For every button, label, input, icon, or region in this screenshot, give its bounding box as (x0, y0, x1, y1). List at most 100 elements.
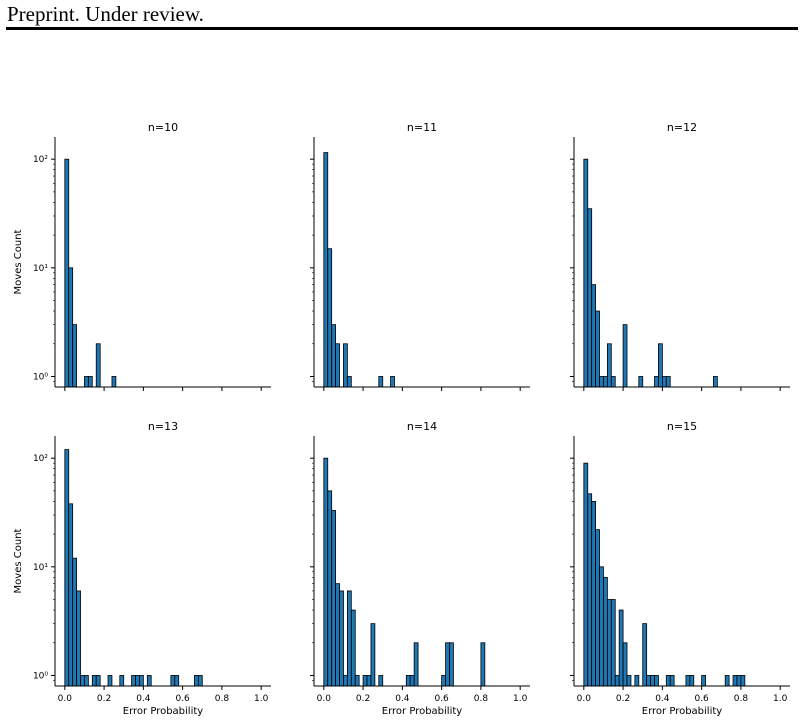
histogram-bar (119, 675, 125, 687)
histogram-bar (480, 642, 486, 687)
histogram-bar (638, 376, 644, 388)
histogram-bar (413, 642, 419, 687)
y-tick-label: 10⁰ (33, 671, 48, 681)
x-tick-label: 0.8 (474, 694, 489, 704)
histogram-bar (95, 675, 101, 687)
histogram-bar (606, 343, 612, 388)
histogram-bar (646, 675, 651, 687)
panel-title: n=12 (667, 121, 697, 134)
histogram-bar (622, 642, 628, 687)
histogram-bar (599, 376, 604, 388)
histogram-bar (327, 490, 333, 687)
histogram-bar (139, 675, 144, 687)
histogram-bar (331, 510, 337, 687)
y-axis-label: Moves Count (13, 528, 24, 593)
panel-n-14: n=14 0.0 0.2 0.4 0.6 0.8 1.0 Error Probability (310, 420, 530, 717)
x-tick-label: 0.2 (97, 694, 111, 704)
x-tick-label: 0.8 (215, 694, 230, 704)
panel-title: n=15 (667, 420, 697, 433)
histogram-bar (650, 675, 655, 687)
x-tick-label: 0.6 (175, 694, 190, 704)
x-axis-label: Error Probability (382, 706, 462, 717)
histogram-bar (346, 376, 352, 388)
histogram-bar (370, 623, 376, 687)
histogram-bar (732, 675, 738, 687)
x-tick-label: 1.0 (513, 694, 528, 704)
x-tick-label: 0.0 (577, 694, 592, 704)
histogram-bar (84, 376, 89, 388)
histogram-bar (724, 675, 730, 687)
x-tick-label: 0.2 (616, 694, 630, 704)
histogram-bar (599, 566, 604, 687)
histogram-bar (339, 590, 344, 687)
histogram-bar (64, 449, 70, 687)
panel-n-15: n=15 0.0 0.2 0.4 0.6 0.8 1.0 Error Probability (570, 420, 790, 717)
histogram-bar (642, 623, 648, 687)
histogram-bar (603, 376, 608, 388)
histogram-bar (194, 675, 199, 687)
histogram-bar (131, 675, 136, 687)
x-axis-label: Error Probability (642, 706, 722, 717)
histogram-bar (343, 343, 348, 388)
histogram-bar (350, 609, 356, 687)
panel-title: n=13 (148, 420, 178, 433)
histogram-bar (658, 343, 663, 388)
histogram-bar (72, 324, 77, 388)
histogram-bar (441, 675, 446, 687)
x-tick-label: 0.8 (734, 694, 749, 704)
x-tick-label: 0.4 (136, 694, 151, 704)
x-tick-label: 1.0 (254, 694, 269, 704)
histogram-bar (354, 675, 360, 687)
histogram-bar (64, 158, 70, 388)
histogram-bar (701, 675, 706, 687)
histogram-bar (654, 376, 659, 388)
y-tick-label: 10² (33, 155, 48, 165)
histogram-bar (606, 599, 612, 687)
y-axis-label: Moves Count (13, 229, 24, 294)
panel-n-10: n=10 10⁰ 10¹ 10² Moves Count (13, 121, 271, 391)
histogram-bar (634, 675, 640, 687)
histogram-bar (68, 503, 74, 687)
histogram-bar (591, 284, 596, 388)
histogram-bar (68, 267, 74, 388)
histogram-bar (669, 675, 675, 687)
histogram-bar (76, 590, 81, 687)
histogram-bar (689, 675, 695, 687)
histogram-bar (323, 457, 329, 687)
x-tick-label: 0.0 (317, 694, 332, 704)
histogram-bar (327, 248, 333, 388)
histogram-bar (84, 675, 89, 687)
histogram-bar (91, 675, 97, 687)
histogram-bar (346, 590, 352, 687)
histogram-bar (72, 557, 77, 687)
histogram-bar (146, 675, 152, 687)
y-tick-label: 10¹ (33, 264, 48, 274)
panel-n-13: n=13 0.0 0.2 0.4 0.6 0.8 1.0 10⁰ 10¹ 10² Error Pro… (13, 420, 271, 717)
histogram-bar (378, 675, 384, 687)
panel-n-11: n=11 (310, 121, 530, 391)
histogram-bar (362, 675, 368, 687)
histogram-bar (661, 376, 667, 388)
header-rule (6, 27, 798, 30)
histogram-bar (405, 675, 411, 687)
histogram-bar (583, 158, 589, 388)
histogram-bar (736, 675, 742, 687)
histogram-bar (603, 576, 608, 687)
histogram-bar (335, 583, 340, 687)
histogram-bar (595, 310, 600, 388)
histogram-bar (665, 376, 671, 388)
x-tick-label: 0.2 (356, 694, 370, 704)
histogram-bar (366, 675, 372, 687)
x-tick-label: 0.4 (655, 694, 670, 704)
histogram-bar (665, 675, 671, 687)
histogram-bar (610, 599, 616, 687)
histogram-bar (587, 493, 593, 687)
histogram-bar (740, 675, 746, 687)
histogram-bar (685, 675, 691, 687)
histogram-bar (197, 675, 203, 687)
panel-title: n=10 (148, 121, 178, 134)
y-tick-label: 10² (33, 454, 48, 464)
histogram-bar (335, 343, 340, 388)
histogram-bar (445, 642, 450, 687)
